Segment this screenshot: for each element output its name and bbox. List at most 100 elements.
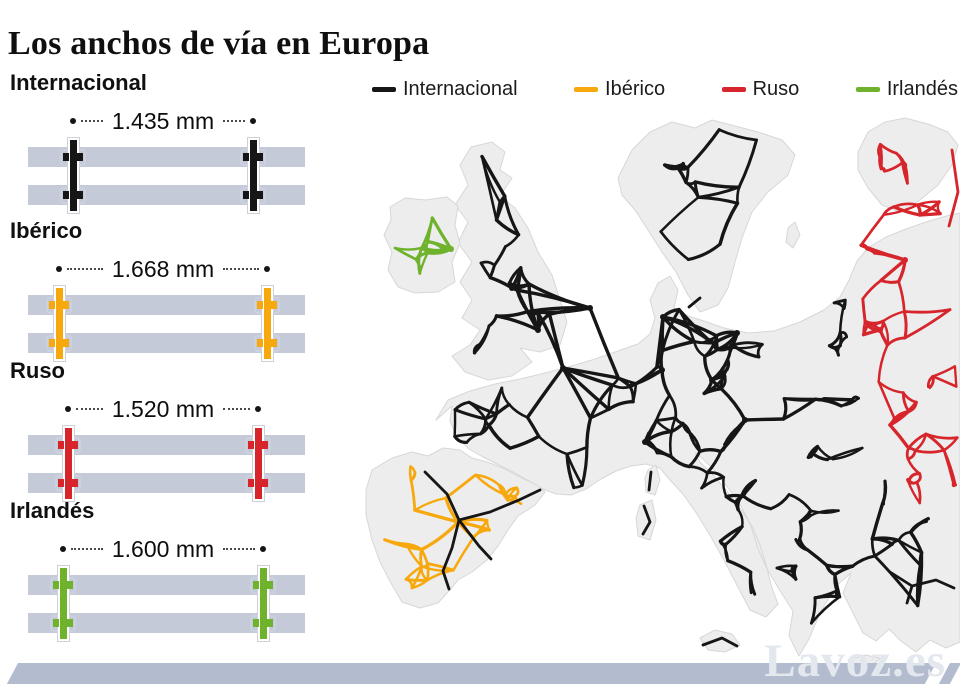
rail-fastener [63, 153, 69, 161]
rail-line [474, 473, 507, 497]
rail-network-internacional [453, 128, 930, 625]
rail-line [907, 432, 928, 450]
rail-line [494, 314, 540, 332]
rail-line [942, 448, 955, 485]
rail-line [453, 432, 483, 438]
land-shape [644, 464, 661, 496]
rail-line [565, 445, 589, 456]
rail-line [409, 478, 417, 512]
rail-line [686, 242, 722, 262]
rail-line [676, 166, 688, 185]
dimension-dot [255, 406, 262, 412]
rail-fastener [63, 301, 69, 309]
rail-line [718, 201, 740, 246]
rail-fastener [257, 339, 263, 347]
gauge-dimension: 1.435 mm [70, 108, 257, 134]
rail-fastener [248, 479, 254, 487]
dimension-dot [250, 118, 257, 124]
rail-fastener [49, 339, 55, 347]
rail-line [798, 520, 803, 541]
sleeper-bar [28, 613, 305, 633]
rail-fastener [267, 581, 273, 589]
rail-line [810, 451, 829, 462]
rail-line [741, 494, 773, 511]
rail-line [715, 331, 739, 352]
rail-line [654, 393, 671, 422]
land-shape [451, 141, 568, 381]
sleeper-bar [28, 473, 305, 493]
rail-line [659, 230, 690, 261]
rail-line [580, 445, 589, 487]
rail-line [669, 455, 691, 469]
rail-line [494, 402, 511, 416]
gauge-section-iberico: Ibérico 1.668 mm [0, 218, 340, 368]
land-shape [699, 629, 741, 653]
rail-line [410, 565, 423, 590]
dimension-line [76, 408, 103, 410]
rail-line [660, 368, 672, 398]
track-diagram [0, 427, 340, 501]
dimension-dot [260, 546, 267, 552]
rail-line [736, 508, 744, 528]
rail-line [731, 343, 761, 359]
rail-line [423, 470, 461, 591]
sleeper-bar [28, 295, 305, 315]
legend-swatch [721, 87, 746, 92]
track-diagram [0, 139, 340, 213]
legend-label: Ibérico [605, 78, 666, 100]
rail-line [487, 423, 512, 450]
dimension-dot [70, 118, 76, 124]
rail-line [881, 310, 906, 323]
sleeper-bar [28, 333, 305, 353]
gauge-name-label: Irlandés [10, 498, 95, 523]
rail-line [417, 246, 424, 275]
rail-line [536, 310, 565, 370]
rail-line [659, 196, 700, 233]
rail-line [717, 128, 758, 142]
rail-line [813, 594, 842, 600]
rail-line [661, 315, 719, 338]
rail-line [809, 509, 840, 517]
rail-line [870, 536, 901, 543]
rail-line [838, 298, 847, 335]
dimension-line [71, 548, 103, 550]
rail-line [787, 493, 813, 513]
rail-line [493, 245, 507, 267]
rail-line [810, 595, 841, 625]
rail-line [726, 559, 753, 574]
rail-fastener [257, 153, 263, 161]
dimension-line [223, 548, 256, 550]
rail-line [488, 275, 514, 290]
rail-line [508, 434, 541, 450]
rail-line [413, 496, 448, 512]
dimension-dot [60, 546, 66, 552]
sleeper-bar [28, 147, 305, 167]
rail-line [477, 324, 491, 347]
rail [70, 140, 77, 211]
rail-line [719, 418, 747, 454]
rail-line [913, 448, 946, 454]
rail-fastener [257, 191, 263, 199]
rail-line [953, 365, 958, 388]
rail-fastener [63, 191, 69, 199]
rail-lines-extra [423, 148, 960, 648]
legend-label: Internacional [403, 78, 518, 100]
rail-line [474, 473, 501, 487]
rail-fastener [262, 441, 268, 449]
legend-swatch [372, 87, 396, 92]
rail-line [426, 562, 430, 582]
rail-line [918, 200, 941, 217]
track-diagram [0, 567, 340, 641]
rail-line [859, 243, 907, 262]
rail-fastener [77, 191, 83, 199]
rail-line [565, 452, 576, 490]
rail-line [700, 475, 726, 490]
rail-line [660, 339, 697, 353]
rail-line [888, 423, 911, 450]
rail-line [905, 584, 914, 605]
rail-line [822, 396, 855, 402]
rail-line [383, 538, 424, 551]
rail-line [775, 564, 798, 570]
rail-line [879, 143, 883, 171]
